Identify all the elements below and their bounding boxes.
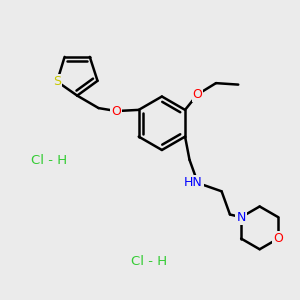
Text: N: N bbox=[236, 211, 246, 224]
Text: HN: HN bbox=[184, 176, 203, 190]
Text: Cl - H: Cl - H bbox=[31, 154, 67, 167]
Text: S: S bbox=[53, 75, 61, 88]
Text: O: O bbox=[273, 232, 283, 245]
Text: Cl - H: Cl - H bbox=[131, 255, 167, 268]
Text: O: O bbox=[193, 88, 202, 101]
Text: O: O bbox=[112, 105, 122, 118]
